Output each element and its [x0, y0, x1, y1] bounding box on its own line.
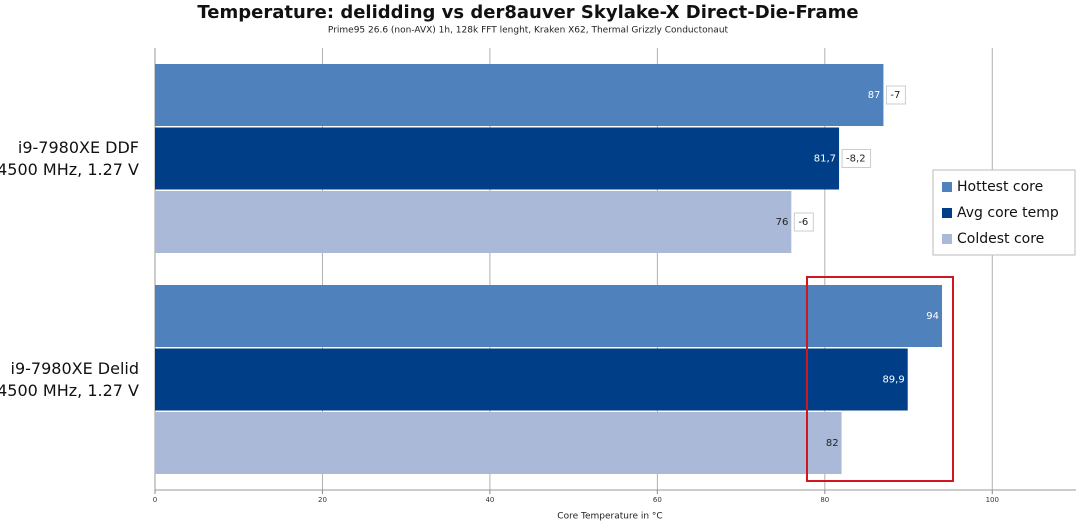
bar — [155, 127, 840, 190]
value-label: 87 — [868, 90, 881, 101]
x-tick-label: 100 — [986, 496, 999, 504]
bar — [155, 64, 884, 126]
delta-label: -8,2 — [846, 154, 866, 165]
legend-swatch — [942, 234, 952, 244]
value-label: 82 — [826, 438, 839, 449]
x-tick-label: 60 — [653, 496, 662, 504]
x-tick-label: 80 — [820, 496, 829, 504]
category-label: i9-7980XE Delid 4500 MHz, 1.27 V — [0, 358, 139, 400]
value-label: 81,7 — [814, 154, 836, 165]
x-tick-label: 40 — [485, 496, 494, 504]
bar — [155, 191, 792, 253]
bar — [155, 412, 842, 474]
value-label: 94 — [926, 311, 939, 322]
x-tick-label: 0 — [153, 496, 157, 504]
chart-title: Temperature: delidding vs der8auver Skyl… — [197, 2, 858, 23]
value-label: 76 — [776, 217, 789, 228]
bar — [155, 285, 943, 347]
legend-box — [932, 169, 1076, 256]
highlight-box — [806, 276, 954, 482]
category-label: i9-7980XE DDF 4500 MHz, 1.27 V — [0, 137, 139, 179]
value-label: 89,9 — [882, 375, 904, 386]
legend-swatch — [942, 182, 952, 192]
delta-label: -7 — [890, 90, 900, 101]
x-tick-label: 20 — [318, 496, 327, 504]
delta-box — [793, 212, 814, 232]
delta-label: -6 — [798, 217, 808, 228]
delta-box — [885, 85, 906, 105]
x-axis-label: Core Temperature in °C — [557, 512, 662, 522]
legend-label: Avg core temp — [957, 205, 1059, 221]
delta-box — [841, 149, 872, 168]
chart-subtitle: Prime95 26.6 (non-AVX) 1h, 128k FFT leng… — [328, 26, 729, 36]
legend-label: Coldest core — [957, 231, 1044, 247]
bar — [155, 348, 908, 411]
legend-label: Hottest core — [957, 179, 1043, 195]
legend-swatch — [942, 208, 952, 218]
